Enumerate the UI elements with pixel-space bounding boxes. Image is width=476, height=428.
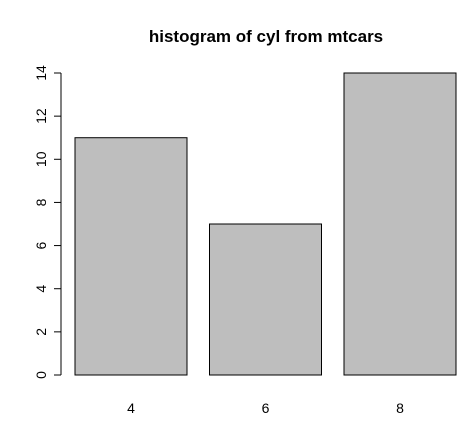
y-tick-label: 4: [33, 285, 49, 293]
y-tick-label: 14: [33, 65, 49, 81]
y-tick-label: 6: [33, 241, 49, 249]
bars-group: [74, 72, 457, 376]
x-axis-labels: 4 6 8: [127, 400, 404, 416]
x-tick-label: 4: [127, 400, 135, 416]
y-tick-label: 0: [33, 371, 49, 379]
y-tick-label: 8: [33, 198, 49, 206]
bar-6: [209, 223, 322, 376]
y-tick-label: 12: [33, 108, 49, 124]
y-axis: 0 2 4 6 8 10 12 14: [33, 65, 62, 379]
y-tick-label: 2: [33, 328, 49, 336]
chart-title: histogram of cyl from mtcars: [149, 27, 383, 46]
bar-8: [343, 72, 457, 376]
y-tick-label: 10: [33, 151, 49, 167]
x-tick-label: 6: [262, 400, 270, 416]
bar-4: [74, 137, 188, 376]
x-tick-label: 8: [396, 400, 404, 416]
